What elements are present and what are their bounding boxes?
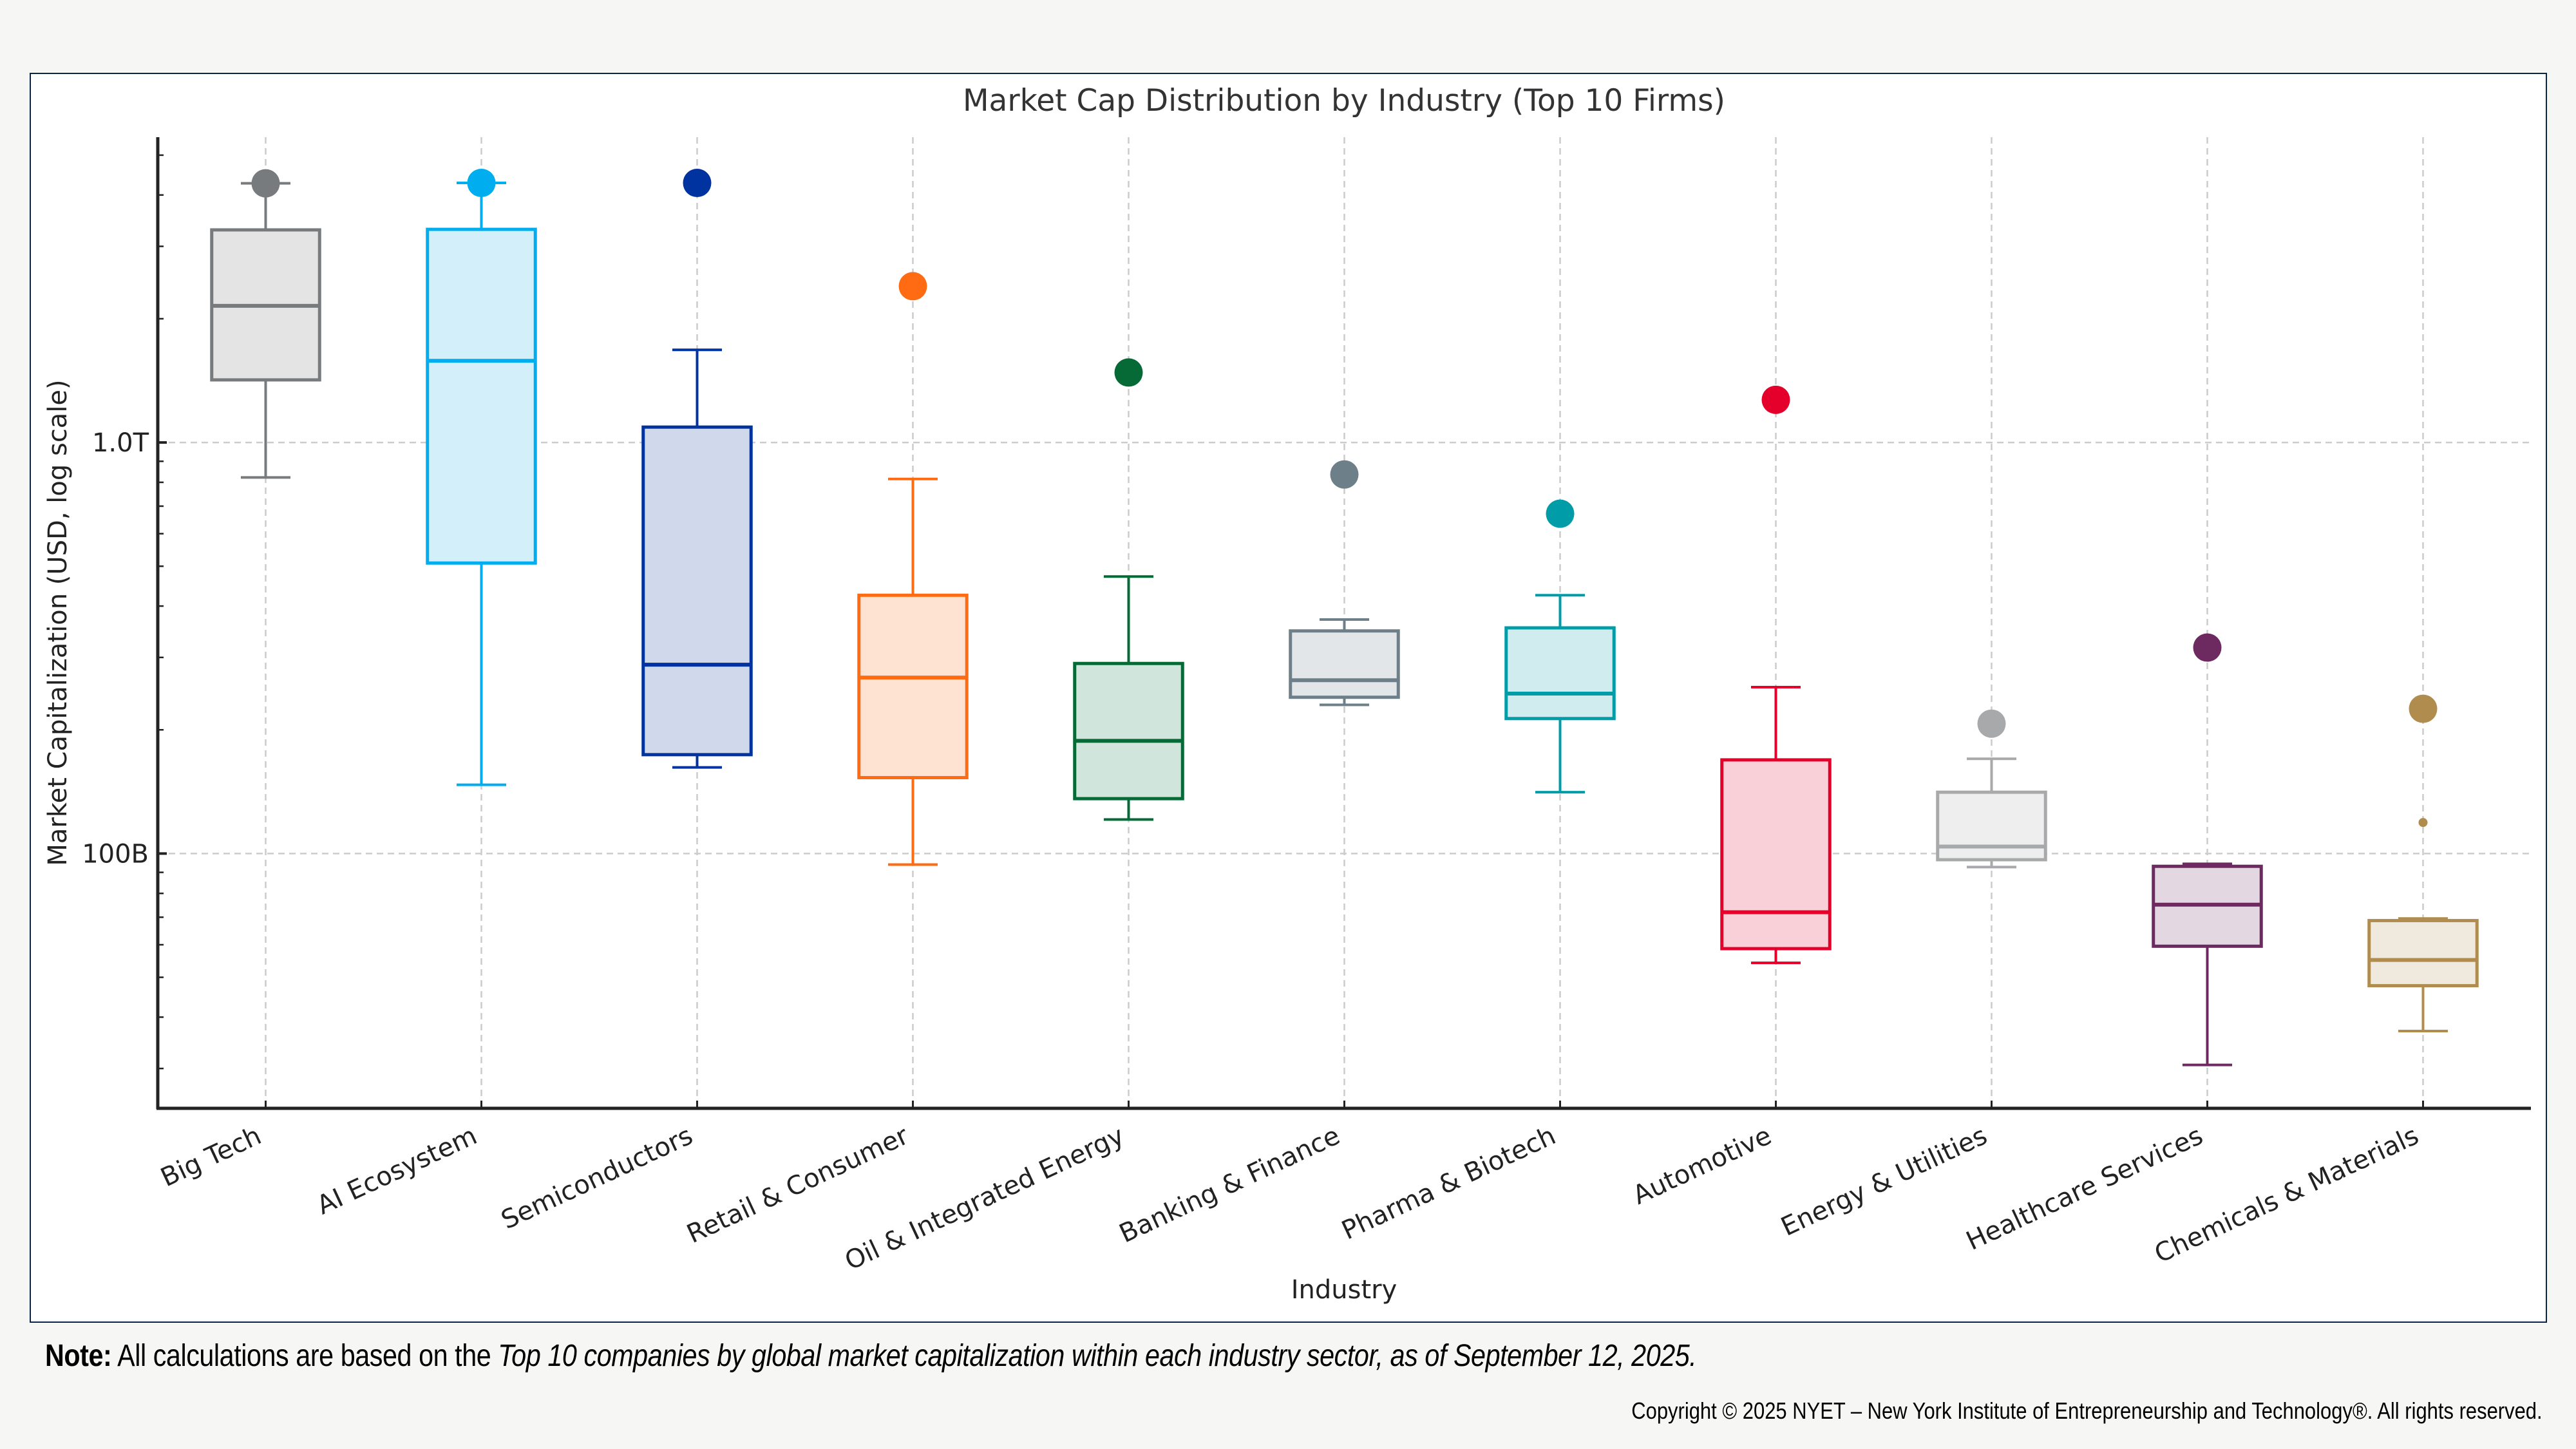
- x-tick-label: Big Tech: [156, 1121, 266, 1193]
- y-ticks: 100B 1.0T: [82, 154, 167, 1070]
- outlier-point: [898, 272, 927, 301]
- x-tick-label: Pharma & Biotech: [1338, 1121, 1560, 1245]
- outlier-point: [1114, 358, 1143, 387]
- box-pharma-biotech: [1504, 499, 1616, 794]
- footnote: Note: All calculations are based on the …: [45, 1338, 1697, 1374]
- chart-title: Market Cap Distribution by Industry (Top…: [963, 83, 1725, 118]
- iqr-box: [1504, 626, 1616, 721]
- x-ticks: Big Tech AI Ecosystem SemiconductorsRetail…: [156, 1101, 2424, 1276]
- box-automotive: [1720, 385, 1832, 965]
- box-series: [210, 169, 2479, 1066]
- box-healthcare-services: [2152, 633, 2263, 1066]
- outlier-point: [1546, 499, 1575, 528]
- x-tick-label: Banking & Finance: [1115, 1121, 1345, 1249]
- box-ai-ecosystem: [426, 169, 537, 786]
- box-big-tech: [210, 169, 321, 479]
- box-semiconductors: [641, 169, 753, 769]
- iqr-box: [426, 227, 537, 565]
- iqr-box: [1073, 661, 1184, 800]
- iqr-box: [857, 593, 969, 779]
- note-label: Note:: [45, 1339, 112, 1373]
- x-tick-label: Semiconductors: [497, 1121, 697, 1235]
- x-tick-label: AI Ecosystem: [312, 1121, 482, 1220]
- outlier-point: [2409, 694, 2438, 723]
- outlier-point: [1330, 460, 1359, 489]
- x-tick-label: Energy & Utilities: [1777, 1121, 1992, 1242]
- iqr-box: [1720, 758, 1832, 951]
- copyright-notice: Copyright © 2025 NYET – New York Institu…: [1631, 1397, 2543, 1424]
- box-banking-finance: [1289, 460, 1400, 706]
- iqr-box: [1936, 790, 2047, 862]
- x-tick-label: Automotive: [1629, 1121, 1776, 1210]
- box-energy-utilities: [1936, 709, 2047, 869]
- outlier-point: [467, 169, 496, 198]
- outlier-point: [1761, 385, 1790, 414]
- x-tick-label: Retail & Consumer: [683, 1121, 914, 1249]
- outlier-point: [251, 169, 280, 198]
- iqr-box: [1289, 629, 1400, 699]
- iqr-box: [641, 425, 753, 757]
- outlier-point: [1977, 709, 2006, 738]
- outlier-point: [683, 169, 712, 198]
- box-oil-integrated-energy: [1073, 358, 1184, 821]
- box-chemicals-materials: [2367, 694, 2479, 1033]
- box-retail-consumer: [857, 272, 969, 866]
- note-text-italic: Top 10 companies by global market capita…: [498, 1339, 1697, 1373]
- y-tick-label: 1.0T: [92, 428, 149, 458]
- outlier-point: [2193, 633, 2222, 662]
- minor-point: [2418, 818, 2428, 828]
- y-axis-title: Market Capitalization (USD, log scale): [43, 379, 73, 866]
- x-axis-title: Industry: [1291, 1275, 1397, 1305]
- note-text: All calculations are based on the: [111, 1339, 498, 1373]
- y-tick-label: 100B: [82, 839, 149, 869]
- iqr-box: [2367, 918, 2479, 988]
